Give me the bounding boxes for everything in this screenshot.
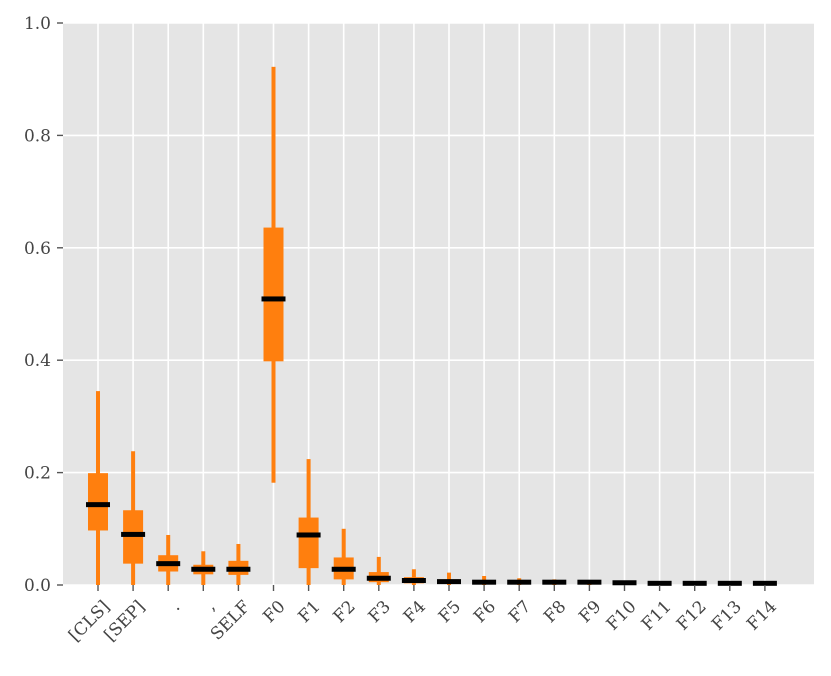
median-15 [612, 580, 637, 586]
box-group-5 [261, 66, 286, 483]
x-tick-label-2: . [166, 597, 184, 615]
y-tick-label-0: 0.0 [24, 576, 51, 596]
x-tick-label-1: [SEP] [100, 597, 149, 646]
box-group-8 [366, 556, 391, 585]
box-group-10 [437, 572, 461, 585]
x-tick-label-6: F1 [294, 597, 324, 627]
iqr-box-1 [123, 510, 144, 564]
x-tick-label-11: F6 [470, 597, 500, 627]
median-18 [717, 580, 742, 586]
median-8 [366, 575, 391, 581]
median-0 [86, 502, 110, 508]
median-4 [226, 566, 251, 572]
median-6 [296, 532, 321, 538]
whisker-10 [447, 572, 451, 585]
y-tick-label-1: 0.2 [24, 464, 51, 484]
iqr-box-0 [88, 473, 108, 531]
x-tick-label-19: F14 [743, 597, 781, 635]
median-3 [191, 566, 216, 572]
box-group-6 [296, 459, 321, 585]
box-group-13 [542, 579, 567, 585]
iqr-box-6 [298, 517, 319, 569]
x-tick-label-14: F9 [575, 597, 605, 627]
box-group-11 [472, 576, 497, 585]
box-group-0 [86, 391, 110, 585]
whisker-8 [376, 556, 381, 585]
median-1 [121, 531, 146, 537]
x-tick-label-7: F2 [330, 597, 360, 627]
whisker-9 [411, 569, 416, 585]
x-tick-label-10: F5 [435, 597, 465, 627]
boxes [86, 66, 777, 586]
median-12 [507, 579, 532, 585]
iqr-box-5 [263, 227, 284, 362]
median-14 [577, 579, 602, 585]
median-17 [682, 580, 707, 586]
x-tick-label-18: F13 [708, 597, 746, 635]
x-tick-label-16: F11 [638, 597, 676, 635]
box-group-19 [752, 580, 777, 586]
box-group-17 [682, 580, 707, 586]
x-tick-label-5: F0 [259, 597, 289, 627]
x-tick-label-9: F4 [400, 597, 430, 627]
box-group-4 [226, 543, 251, 585]
x-tick-label-8: F3 [365, 597, 395, 627]
box-group-3 [191, 551, 216, 585]
median-2 [156, 561, 181, 567]
y-tick-label-4: 0.8 [24, 126, 51, 146]
x-tick-label-12: F7 [505, 597, 535, 627]
median-11 [472, 579, 497, 585]
median-13 [542, 579, 567, 585]
y-tick-label-2: 0.4 [24, 351, 51, 371]
median-7 [331, 566, 356, 572]
box-group-18 [717, 580, 742, 586]
whisker-7 [341, 528, 346, 585]
box-group-16 [647, 580, 672, 586]
median-5 [261, 296, 286, 302]
x-tick-label-17: F12 [673, 597, 711, 635]
x-tick-label-3: , [201, 597, 219, 615]
x-axis: [CLS][SEP]. ,SELF F0 F1 F2 F3 F4 F5 F6 F7 F8 F9F10F… [65, 585, 781, 646]
median-19 [752, 580, 777, 586]
x-tick-label-4: SELF [207, 597, 255, 645]
y-tick-label-3: 0.6 [24, 239, 51, 259]
median-9 [401, 578, 426, 584]
y-axis: 0.0 0.2 0.4 0.6 0.8 1.0 [24, 14, 63, 596]
plot-background [63, 23, 814, 585]
x-tick-label-13: F8 [540, 597, 570, 627]
y-tick-label-5: 1.0 [24, 14, 51, 34]
box-group-2 [156, 534, 181, 585]
median-16 [647, 580, 672, 586]
box-group-14 [577, 579, 602, 585]
box-group-15 [612, 580, 637, 586]
x-tick-label-15: F10 [603, 597, 641, 635]
box-group-1 [121, 451, 146, 585]
box-group-9 [401, 569, 426, 585]
box-group-7 [331, 528, 356, 585]
median-10 [437, 579, 461, 585]
box-group-12 [507, 578, 532, 585]
